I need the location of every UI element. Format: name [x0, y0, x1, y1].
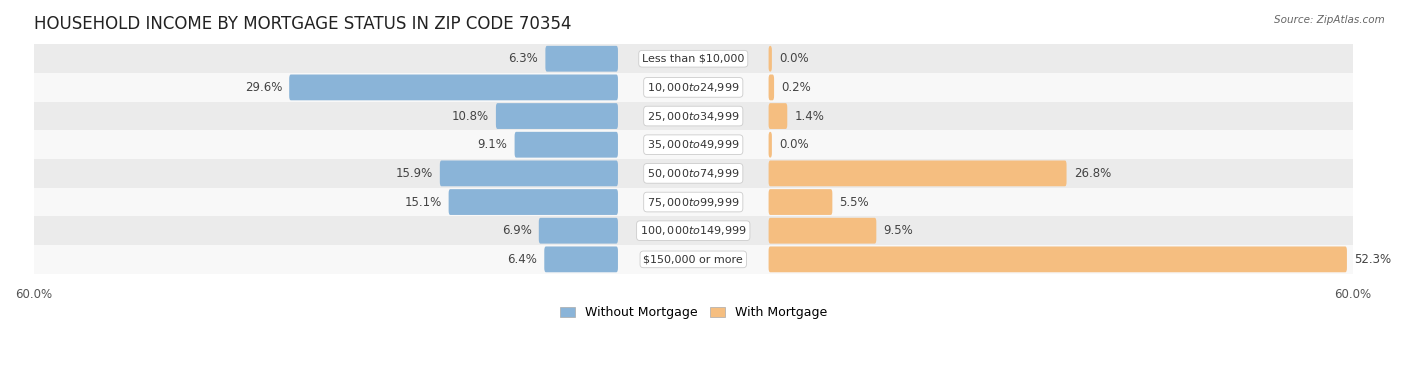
- Text: Less than $10,000: Less than $10,000: [643, 54, 744, 64]
- Text: $10,000 to $24,999: $10,000 to $24,999: [647, 81, 740, 94]
- FancyBboxPatch shape: [769, 218, 876, 244]
- Bar: [34, 102, 1353, 130]
- FancyBboxPatch shape: [440, 161, 619, 186]
- FancyBboxPatch shape: [496, 103, 619, 129]
- FancyBboxPatch shape: [544, 247, 619, 272]
- Text: $25,000 to $34,999: $25,000 to $34,999: [647, 110, 740, 123]
- Bar: [34, 188, 1353, 216]
- Text: HOUSEHOLD INCOME BY MORTGAGE STATUS IN ZIP CODE 70354: HOUSEHOLD INCOME BY MORTGAGE STATUS IN Z…: [34, 15, 571, 33]
- Text: $50,000 to $74,999: $50,000 to $74,999: [647, 167, 740, 180]
- FancyBboxPatch shape: [546, 46, 619, 72]
- Text: 0.0%: 0.0%: [779, 52, 808, 65]
- Text: $100,000 to $149,999: $100,000 to $149,999: [640, 224, 747, 237]
- Text: Source: ZipAtlas.com: Source: ZipAtlas.com: [1274, 15, 1385, 25]
- Text: $75,000 to $99,999: $75,000 to $99,999: [647, 196, 740, 208]
- Text: 9.5%: 9.5%: [883, 224, 914, 237]
- Bar: [34, 216, 1353, 245]
- FancyBboxPatch shape: [769, 103, 787, 129]
- FancyBboxPatch shape: [449, 189, 619, 215]
- Bar: [34, 44, 1353, 73]
- FancyBboxPatch shape: [769, 161, 1067, 186]
- Bar: [34, 245, 1353, 274]
- Text: 0.0%: 0.0%: [779, 138, 808, 151]
- Text: 10.8%: 10.8%: [451, 110, 489, 123]
- Text: 6.4%: 6.4%: [508, 253, 537, 266]
- Text: 0.2%: 0.2%: [782, 81, 811, 94]
- FancyBboxPatch shape: [769, 247, 1347, 272]
- Bar: [34, 130, 1353, 159]
- Bar: [34, 73, 1353, 102]
- Text: 1.4%: 1.4%: [794, 110, 824, 123]
- Text: 6.9%: 6.9%: [502, 224, 531, 237]
- FancyBboxPatch shape: [769, 189, 832, 215]
- Text: 26.8%: 26.8%: [1074, 167, 1111, 180]
- Text: 15.9%: 15.9%: [395, 167, 433, 180]
- FancyBboxPatch shape: [769, 132, 772, 158]
- Text: $35,000 to $49,999: $35,000 to $49,999: [647, 138, 740, 151]
- Text: 15.1%: 15.1%: [405, 196, 441, 208]
- FancyBboxPatch shape: [769, 75, 775, 100]
- Text: 6.3%: 6.3%: [509, 52, 538, 65]
- Text: 29.6%: 29.6%: [245, 81, 283, 94]
- Legend: Without Mortgage, With Mortgage: Without Mortgage, With Mortgage: [554, 301, 832, 324]
- Text: 5.5%: 5.5%: [839, 196, 869, 208]
- Text: 52.3%: 52.3%: [1354, 253, 1391, 266]
- FancyBboxPatch shape: [769, 46, 772, 72]
- Text: 9.1%: 9.1%: [478, 138, 508, 151]
- FancyBboxPatch shape: [290, 75, 619, 100]
- FancyBboxPatch shape: [538, 218, 619, 244]
- Text: $150,000 or more: $150,000 or more: [644, 254, 744, 264]
- Bar: [34, 159, 1353, 188]
- FancyBboxPatch shape: [515, 132, 619, 158]
